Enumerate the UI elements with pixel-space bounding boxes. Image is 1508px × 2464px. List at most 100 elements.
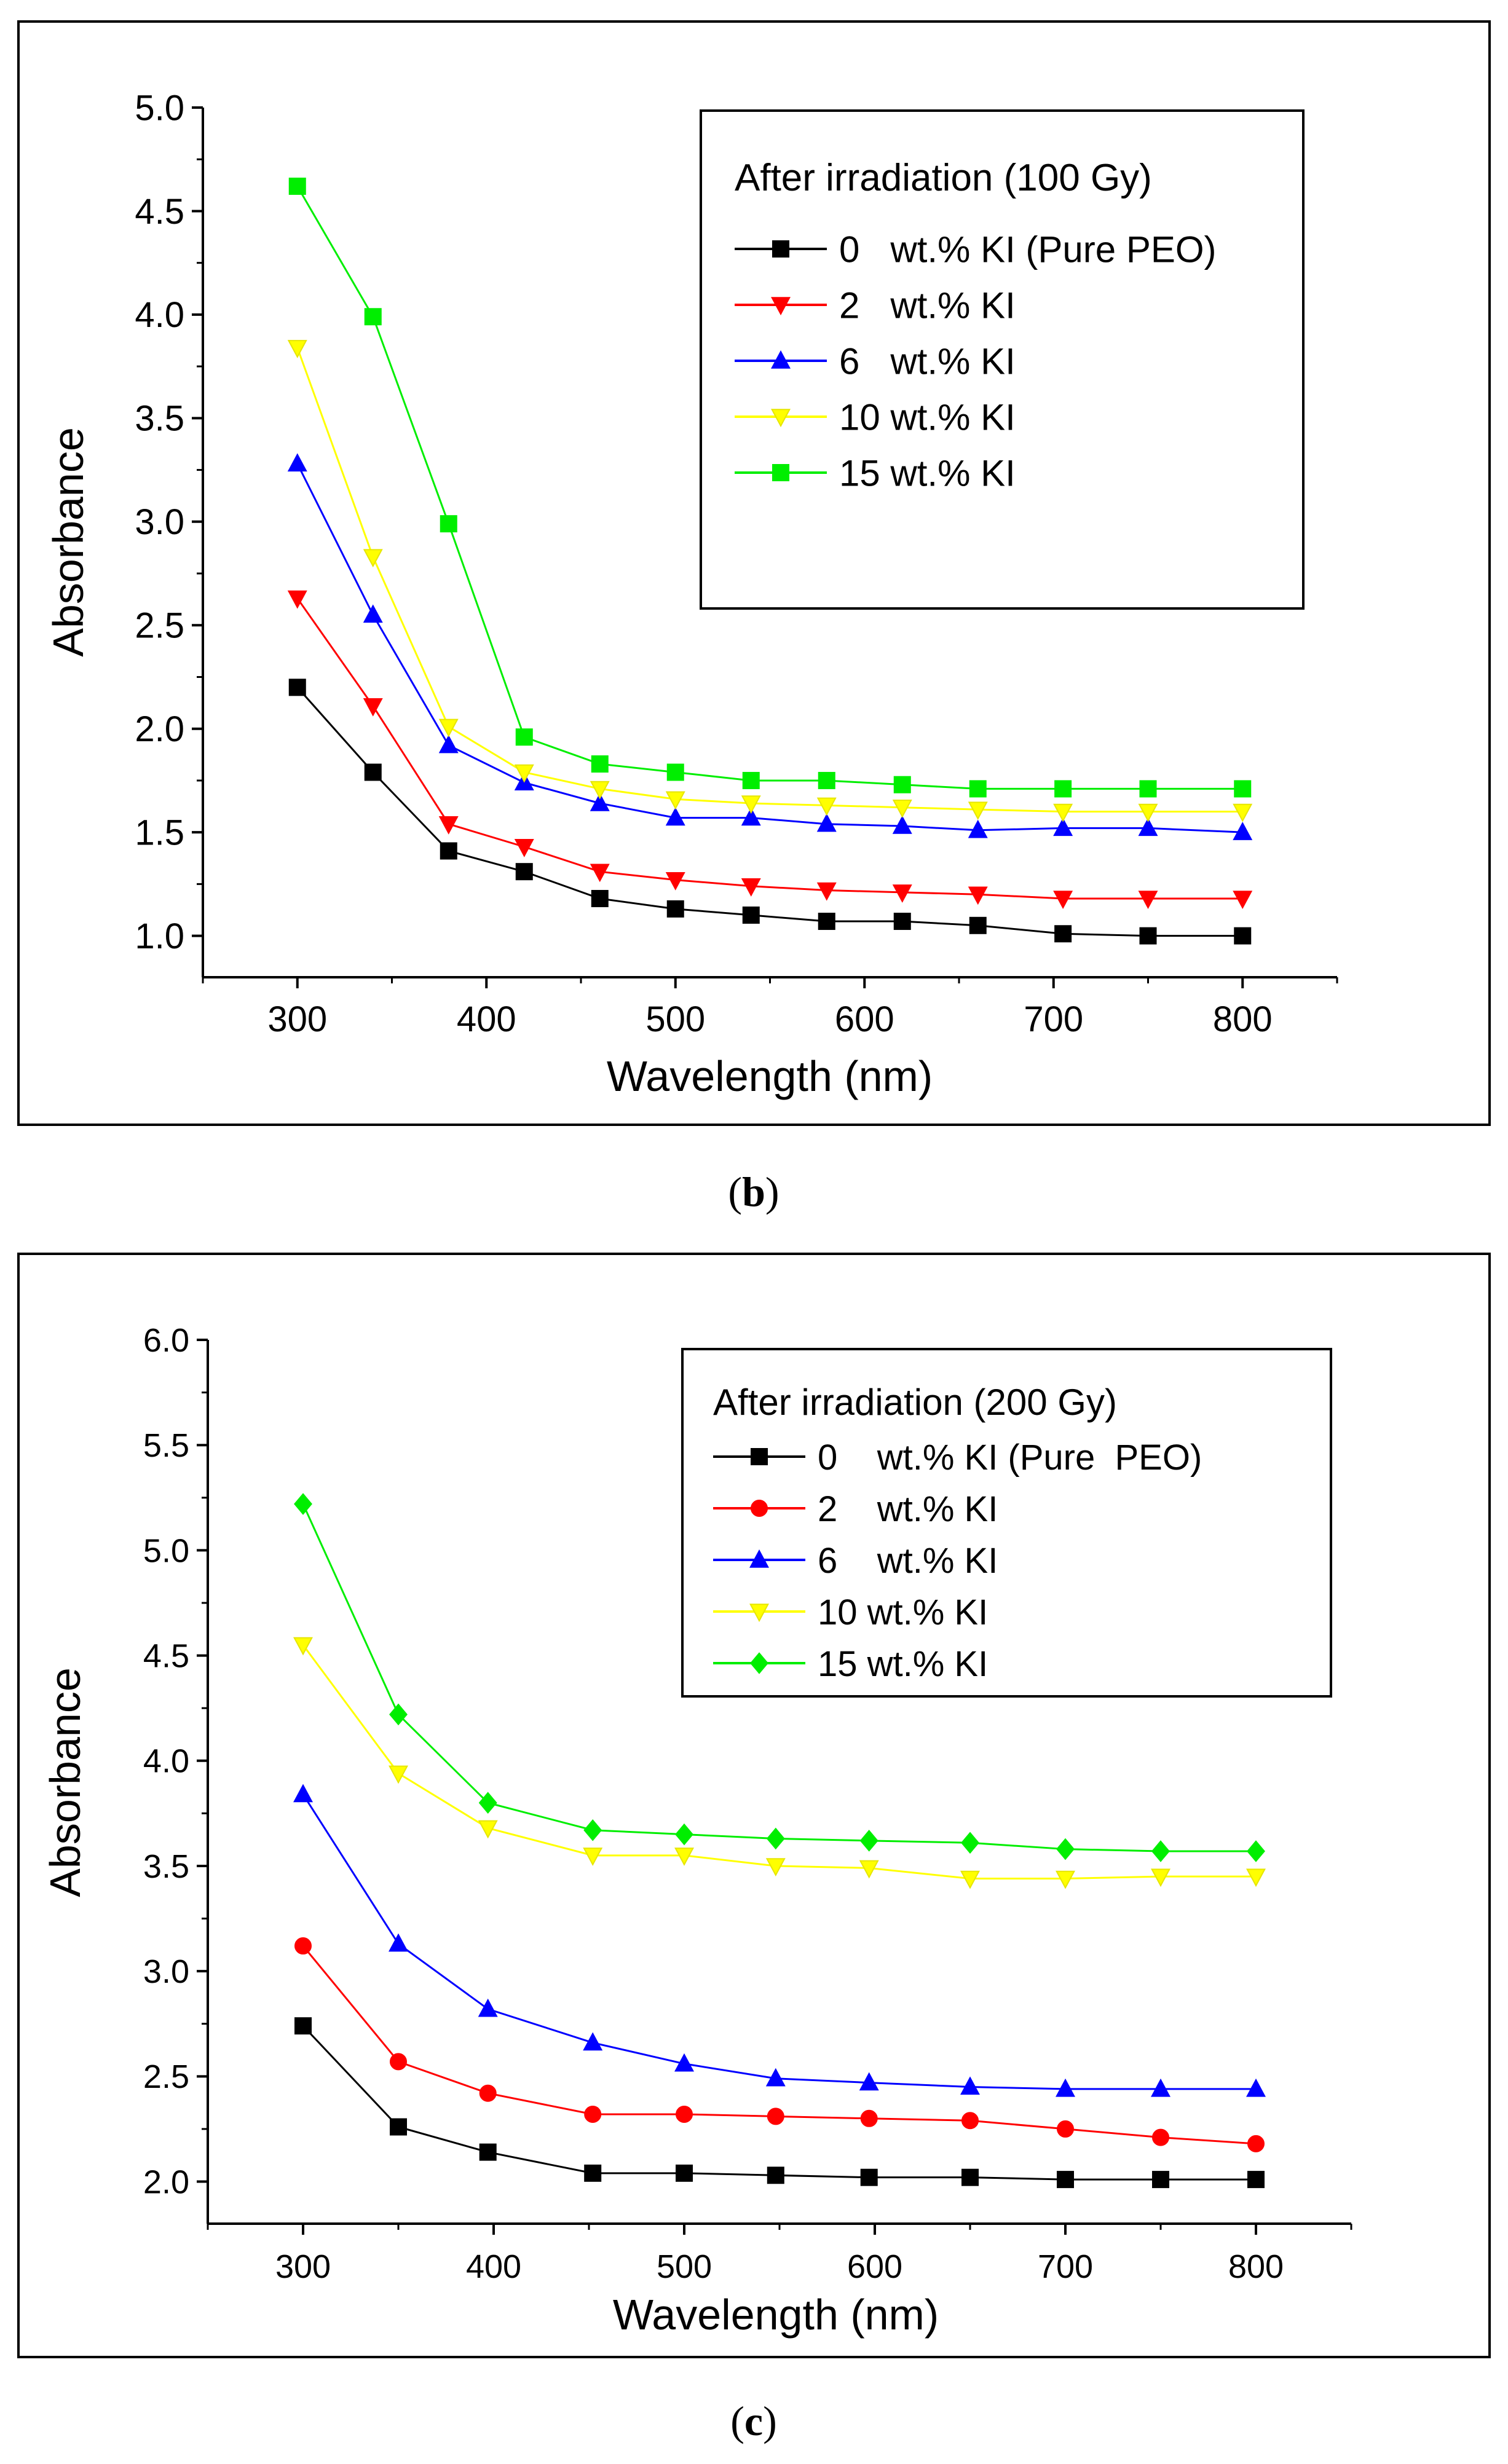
- panel-c-series-4: [294, 1493, 1265, 1862]
- panel-b-data-point: [742, 771, 760, 789]
- panel-b-data-point: [665, 807, 685, 826]
- panel-c-data-point: [584, 2105, 602, 2123]
- panel-c-x-tick-label: 700: [1038, 2248, 1093, 2285]
- caption-c: (c): [730, 2398, 777, 2444]
- panel-b-data-point: [363, 604, 383, 623]
- panel-c-data-point: [1151, 1840, 1170, 1862]
- chart-panel-c: 2.0 2.5 3.0 3.5 4.0 4.5 5.0 5.5 6.0 300 400 500 600 7…: [17, 1253, 1491, 2358]
- panel-c-data-point: [1247, 1840, 1265, 1862]
- panel-b-data-point: [514, 764, 534, 783]
- panel-c-data-point: [1151, 2078, 1170, 2097]
- panel-b-legend-marker: [772, 464, 789, 481]
- panel-c-x-axis-label: Wavelength (nm): [613, 2291, 939, 2339]
- panel-c-data-point: [478, 1792, 497, 1814]
- panel-b-y-tick-label: 3.0: [135, 502, 184, 542]
- panel-c-data-point: [674, 1848, 694, 1866]
- panel-b-legend-entry: 2 wt.% KI: [735, 285, 1016, 326]
- panel-b-data-point: [287, 590, 307, 609]
- panel-b-legend-marker: [772, 240, 789, 258]
- panel-b-legend-entry: 6 wt.% KI: [735, 341, 1016, 382]
- panel-c-y-tick-label: 3.0: [143, 1953, 189, 1990]
- panel-c-data-point: [674, 2053, 694, 2072]
- panel-b-data-point: [363, 549, 383, 568]
- panel-b-data-point: [1138, 803, 1158, 822]
- panel-b-legend-entry: 15 wt.% KI: [735, 453, 1016, 494]
- panel-b-ticks: [192, 106, 1338, 988]
- panel-b-data-point: [893, 776, 911, 793]
- panel-c-series: [293, 1493, 1266, 2189]
- panel-b-x-tick-label: 500: [645, 999, 705, 1039]
- panel-b-data-point: [741, 878, 761, 897]
- panel-b-legend: After irradiation (100 Gy) 0 wt.% KI (Pu…: [700, 109, 1305, 610]
- panel-b-data-point: [590, 792, 610, 811]
- panel-b-data-point: [287, 340, 307, 358]
- panel-b-legend-marker: [771, 409, 791, 428]
- panel-b-data-point: [440, 515, 457, 533]
- panel-c-legend-label: 15 wt.% KI: [818, 1644, 988, 1684]
- panel-c-data-point: [584, 2164, 602, 2182]
- panel-b-data-point: [287, 453, 307, 472]
- panel-b-legend-label: 15 wt.% KI: [839, 453, 1016, 494]
- panel-c-y-tick-label: 5.5: [143, 1427, 189, 1464]
- panel-c-series-2: [293, 1784, 1266, 2097]
- panel-b-data-point: [438, 816, 459, 835]
- panel-c-data-point: [767, 2108, 784, 2125]
- panel-c-legend-entry: 15 wt.% KI: [713, 1644, 988, 1684]
- panel-c-y-tick-label: 4.0: [143, 1743, 189, 1780]
- panel-c-y-tick-label: 5.0: [143, 1532, 189, 1569]
- panel-c-y-tick-label: 2.5: [143, 2058, 189, 2095]
- panel-c-ticks: [197, 1339, 1352, 2235]
- panel-c-data-point: [961, 2112, 979, 2130]
- panel-b-y-tick-label: 3.5: [135, 399, 184, 439]
- panel-b-data-point: [665, 791, 685, 810]
- panel-b-series-2: [287, 453, 1253, 840]
- panel-b-x-tick-label: 600: [835, 999, 894, 1039]
- panel-c-data-point: [478, 1998, 498, 2017]
- panel-b-data-point: [363, 698, 383, 717]
- panel-c-legend-box: [681, 1348, 1332, 1698]
- panel-c-series-1: [294, 1937, 1265, 2152]
- panel-b-data-point: [590, 864, 610, 883]
- panel-c-data-point: [294, 2017, 312, 2035]
- panel-b-data-point: [968, 819, 988, 838]
- panel-b-y-tick-label: 1.0: [135, 916, 184, 956]
- panel-c-data-point: [583, 1848, 603, 1866]
- panel-b-legend-label: 10 wt.% KI: [839, 397, 1016, 438]
- panel-c-data-point: [767, 2167, 784, 2184]
- panel-c-legend-label: 0 wt.% KI (Pure PEO): [818, 1438, 1202, 1478]
- panel-c-legend-label: 2 wt.% KI: [818, 1489, 998, 1529]
- panel-c-legend-marker: [751, 1500, 768, 1517]
- panel-c-data-point: [1246, 2078, 1266, 2097]
- panel-c-data-point: [1151, 1868, 1170, 1887]
- panel-b-data-point: [514, 839, 534, 857]
- panel-b-legend-title: After irradiation (100 Gy): [735, 157, 1152, 199]
- chart-panel-b: 1.0 1.5 2.0 2.5 3.0 3.5 4.0 4.5 5.0 300 400 500 600 7…: [17, 20, 1491, 1126]
- panel-c-data-point: [478, 1820, 498, 1839]
- panel-c-data-point: [1056, 1838, 1075, 1860]
- panel-b-y-tick-label: 2.5: [135, 606, 184, 646]
- panel-b-y-tick-label: 4.5: [135, 192, 184, 232]
- panel-c-y-tick-label: 3.5: [143, 1848, 189, 1885]
- panel-c-data-point: [293, 1637, 313, 1656]
- panel-c-data-point: [583, 2032, 603, 2051]
- panel-c-data-point: [860, 2168, 878, 2186]
- panel-b-data-point: [590, 781, 610, 800]
- panel-c-legend-marker: [749, 1604, 769, 1623]
- panel-b-data-point: [591, 755, 609, 773]
- panel-c-x-tick-label: 500: [657, 2248, 712, 2285]
- panel-b-legend-entry: 10 wt.% KI: [735, 397, 1016, 438]
- panel-b-data-point: [364, 308, 382, 326]
- panel-b-legend-label: 6 wt.% KI: [839, 341, 1016, 382]
- panel-b-data-point: [1233, 822, 1253, 840]
- panel-c-data-point: [1056, 2078, 1075, 2097]
- panel-c-legend-marker: [749, 1549, 769, 1568]
- panel-c-data-point: [1247, 2171, 1265, 2189]
- panel-b-data-point: [1234, 927, 1252, 945]
- panel-c-data-point: [294, 1493, 312, 1515]
- panel-b-data-point: [816, 882, 837, 901]
- panel-c-data-point: [961, 2168, 979, 2186]
- panel-b-data-point: [816, 813, 837, 832]
- panel-c-legend-title: After irradiation (200 Gy): [713, 1382, 1117, 1423]
- panel-c-data-point: [479, 2084, 497, 2102]
- panel-c-legend-entry: 10 wt.% KI: [713, 1592, 988, 1632]
